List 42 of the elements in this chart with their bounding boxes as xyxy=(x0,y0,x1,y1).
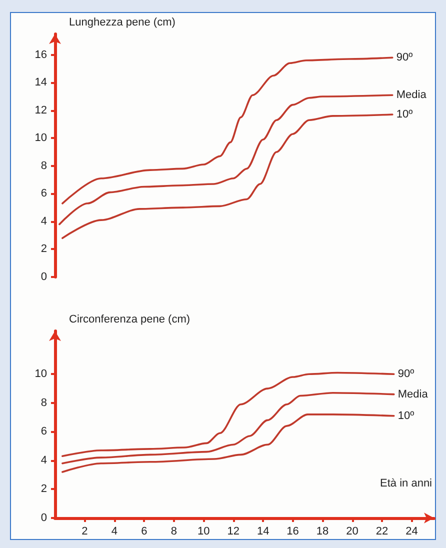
y-tick-label: 4 xyxy=(40,454,47,466)
y-tick-label: 16 xyxy=(34,48,47,61)
x-axis-title: Età in anni xyxy=(380,478,432,490)
x-tick-label: 16 xyxy=(286,526,299,538)
series-label: Media xyxy=(398,388,429,400)
x-tick-label: 24 xyxy=(406,526,418,538)
x-tick-label: 2 xyxy=(82,526,88,538)
line-series xyxy=(62,372,395,458)
series-label: 10º xyxy=(396,108,413,121)
x-tick-label: 6 xyxy=(141,526,148,538)
x-tick-label: 22 xyxy=(376,526,388,538)
x-tick-label: 8 xyxy=(170,526,177,538)
y-axis-title: Circonferenza pene (cm) xyxy=(69,314,190,326)
y-tick-label: 0 xyxy=(40,512,47,524)
y-tick-label: 12 xyxy=(34,104,47,116)
y-tick-label: 4 xyxy=(40,215,47,228)
x-tick-label: 14 xyxy=(256,526,270,538)
y-tick-label: 8 xyxy=(40,160,47,172)
line-series xyxy=(58,94,394,226)
y-tick-label: 8 xyxy=(40,396,47,409)
series-label: 90º xyxy=(396,52,413,64)
y-tick-label: 0 xyxy=(40,271,47,283)
line-series xyxy=(62,114,394,240)
y-tick-label: 14 xyxy=(34,76,47,89)
series-label: 90º xyxy=(398,368,414,380)
x-tick-label: 20 xyxy=(346,526,358,538)
series-label: 10º xyxy=(398,410,414,422)
y-tick-label: 2 xyxy=(40,483,47,496)
y-axis-title: Lunghezza pene (cm) xyxy=(69,16,176,28)
series-label: Media xyxy=(396,89,428,102)
y-tick-label: 2 xyxy=(40,243,47,256)
line-series xyxy=(62,414,395,473)
line-series xyxy=(62,392,395,464)
y-tick-label: 6 xyxy=(40,426,47,438)
y-tick-label: 10 xyxy=(34,132,47,144)
line-series xyxy=(62,56,394,204)
x-tick-label: 18 xyxy=(316,526,329,538)
x-tick-label: 10 xyxy=(198,526,210,538)
x-tick-label: 12 xyxy=(227,526,240,538)
x-tick-label: 4 xyxy=(111,526,118,538)
y-tick-label: 10 xyxy=(34,368,47,380)
y-tick-label: 6 xyxy=(40,188,47,200)
